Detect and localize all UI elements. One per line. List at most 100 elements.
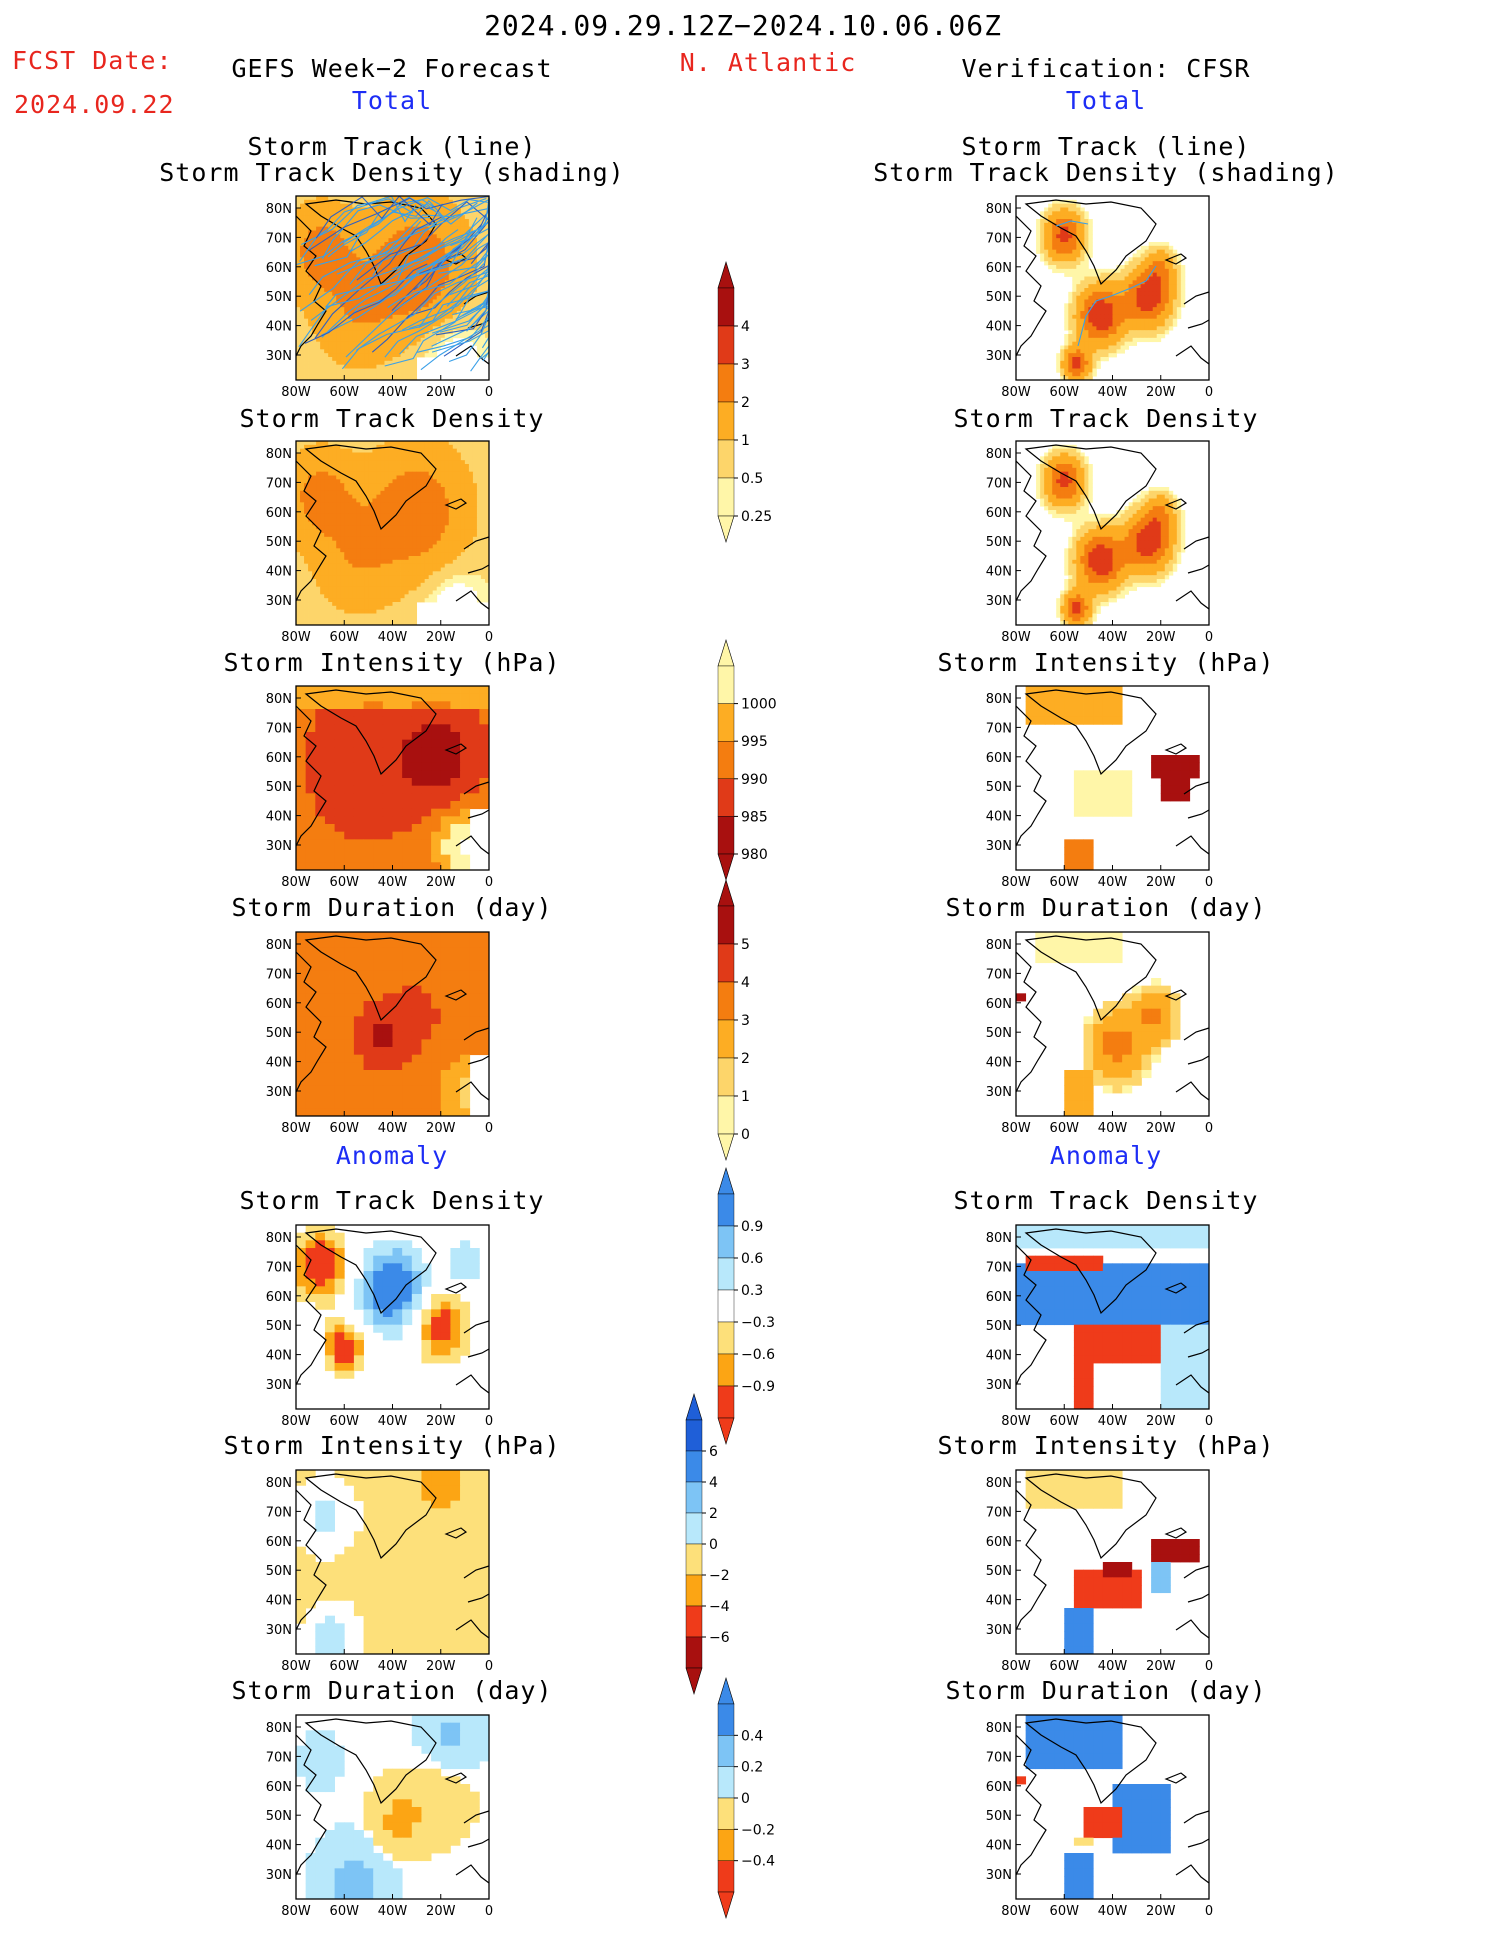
- field-cell: [348, 227, 352, 231]
- field-cell: [1125, 280, 1129, 284]
- field-cell: [449, 487, 453, 491]
- field-cell: [1084, 288, 1088, 292]
- field-cell: [364, 330, 368, 334]
- field-cell: [477, 300, 481, 304]
- field-cell: [1092, 307, 1096, 311]
- field-cell: [429, 548, 433, 552]
- field-cell: [441, 560, 445, 564]
- field-cell: [473, 522, 477, 526]
- field-cell: [376, 453, 380, 457]
- field-cell: [304, 231, 308, 235]
- field-cell: [1068, 242, 1072, 246]
- field-cell: [393, 231, 397, 235]
- field-cell: [388, 342, 392, 346]
- field-cell: [1064, 273, 1068, 277]
- field-cell: [433, 533, 437, 537]
- field-cell: [368, 548, 372, 552]
- field-cell: [469, 552, 473, 556]
- field-cell: [300, 303, 304, 307]
- field-cell: [457, 495, 461, 499]
- field-cell: [397, 231, 401, 235]
- field-cell: [1157, 303, 1161, 307]
- field-cell: [1165, 323, 1169, 327]
- field-cell: [308, 514, 312, 518]
- field-cell: [1076, 365, 1080, 369]
- field-cell: [421, 564, 425, 568]
- field-cell: [360, 476, 364, 480]
- field-cell: [445, 552, 449, 556]
- field-cell: [481, 499, 485, 503]
- field-cell: [364, 522, 368, 526]
- field-cell: [469, 499, 473, 503]
- field-cell: [324, 456, 328, 460]
- field-cell: [364, 548, 368, 552]
- field-cell: [473, 453, 477, 457]
- field-cell: [300, 277, 304, 281]
- field-cell: [1084, 357, 1088, 361]
- field-cell: [433, 518, 437, 522]
- field-cell: [380, 552, 384, 556]
- field-cell: [1100, 300, 1104, 304]
- field-cell: [397, 564, 401, 568]
- field-cell: [453, 449, 457, 453]
- field-cell: [441, 537, 445, 541]
- field-cell: [312, 449, 316, 453]
- field-cell: [372, 365, 376, 369]
- field-cell: [437, 460, 441, 464]
- field-cell: [1060, 261, 1064, 265]
- field-cell: [1137, 292, 1141, 296]
- field-cell: [401, 353, 405, 357]
- field-cell: [445, 568, 449, 572]
- field-cell: [393, 556, 397, 560]
- field-cell: [332, 491, 336, 495]
- field-cell: [356, 556, 360, 560]
- left-total-label: Total: [352, 88, 432, 113]
- field-cell: [461, 227, 465, 231]
- field-cell: [465, 510, 469, 514]
- field-cell: [1121, 296, 1125, 300]
- field-cell: [1104, 323, 1108, 327]
- field-cell: [481, 479, 485, 483]
- field-cell: [300, 571, 304, 575]
- y-tick-label: 30N: [266, 349, 292, 364]
- field-cell: [1072, 311, 1076, 315]
- field-cell: [481, 545, 485, 549]
- field-cell: [1161, 323, 1165, 327]
- field-cell: [1080, 303, 1084, 307]
- field-cell: [1133, 296, 1137, 300]
- field-cell: [1169, 250, 1173, 254]
- field-cell: [1068, 269, 1072, 273]
- field-cell: [1141, 303, 1145, 307]
- field-cell: [461, 464, 465, 468]
- field-cell: [445, 456, 449, 460]
- field-cell: [1173, 273, 1177, 277]
- field-cell: [388, 319, 392, 323]
- field-cell: [1161, 280, 1165, 284]
- field-cell: [1149, 334, 1153, 338]
- field-cell: [360, 506, 364, 510]
- field-cell: [401, 583, 405, 587]
- field-cell: [1121, 323, 1125, 327]
- field-cell: [453, 518, 457, 522]
- field-cell: [401, 227, 405, 231]
- field-cell: [413, 460, 417, 464]
- field-cell: [1072, 211, 1076, 215]
- field-cell: [340, 537, 344, 541]
- field-cell: [441, 250, 445, 254]
- field-cell: [1149, 250, 1153, 254]
- field-cell: [352, 541, 356, 545]
- field-cell: [429, 300, 433, 304]
- field-cell: [429, 571, 433, 575]
- field-cell: [1068, 261, 1072, 265]
- field-cell: [449, 296, 453, 300]
- field-cell: [368, 495, 372, 499]
- field-cell: [477, 510, 481, 514]
- field-cell: [304, 548, 308, 552]
- field-cell: [1056, 246, 1060, 250]
- field-cell: [473, 514, 477, 518]
- field-cell: [320, 365, 324, 369]
- field-cell: [320, 514, 324, 518]
- field-cell: [1076, 208, 1080, 212]
- field-cell: [340, 449, 344, 453]
- field-cell: [296, 280, 300, 284]
